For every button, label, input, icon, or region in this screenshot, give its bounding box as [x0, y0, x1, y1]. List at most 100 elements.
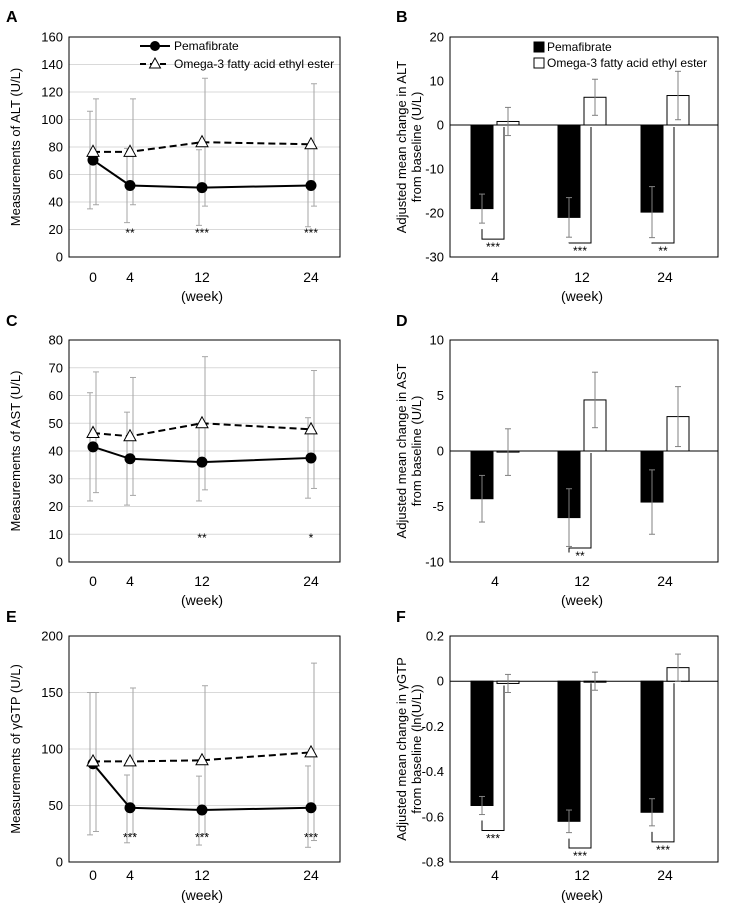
significance-marker: ** — [658, 244, 668, 258]
significance-marker: *** — [656, 843, 670, 857]
y-axis-title: Adjusted mean change in γGTPfrom baselin… — [394, 657, 424, 841]
plot-area-border — [68, 635, 341, 863]
y-tick-label: 80 — [49, 140, 63, 155]
panel-label: D — [396, 313, 408, 330]
series-line-pemafibrate — [92, 159, 312, 189]
data-point-omega3 — [304, 744, 318, 758]
x-axis-title: (week) — [561, 592, 603, 608]
x-tick-label: 24 — [303, 573, 319, 589]
y-tick-label: 0 — [437, 444, 444, 459]
x-tick-label: 24 — [657, 573, 673, 589]
y-tick-label: 0 — [437, 674, 444, 689]
legend-label-omega3: Omega-3 fatty acid ethyl ester — [547, 56, 707, 70]
x-tick-label: 4 — [491, 867, 499, 883]
data-point-pemafibrate — [196, 804, 208, 816]
y-tick-label: 100 — [41, 112, 63, 127]
y-tick-label: 0.2 — [426, 629, 444, 644]
legend-swatch-omega3 — [533, 57, 545, 69]
data-point-pemafibrate — [124, 802, 136, 814]
y-tick-label: 40 — [49, 195, 63, 210]
y-axis-title: Measurements of γGTP (U/L) — [8, 664, 23, 834]
y-tick-label: 10 — [49, 527, 63, 542]
y-tick-label: -30 — [425, 250, 444, 265]
y-tick-label: 40 — [49, 444, 63, 459]
significance-bracket — [568, 683, 592, 849]
x-tick-label: 0 — [89, 867, 97, 883]
y-tick-label: 160 — [41, 30, 63, 45]
y-axis-title-line: from baseline (ln(U/L)) — [409, 684, 424, 813]
y-tick-label: -20 — [425, 206, 444, 221]
significance-bracket — [568, 127, 592, 244]
series-line-pemafibrate — [92, 763, 312, 812]
y-tick-label: 70 — [49, 360, 63, 375]
data-point-omega3 — [304, 136, 318, 150]
plot-area-border — [68, 36, 341, 258]
y-tick-label: 5 — [437, 388, 444, 403]
significance-marker: *** — [195, 830, 209, 844]
significance-bracket — [651, 683, 675, 843]
y-tick-label: 30 — [49, 471, 63, 486]
y-tick-label: 50 — [49, 798, 63, 813]
significance-marker: *** — [486, 240, 500, 254]
bar-pemafibrate — [557, 680, 581, 822]
x-tick-label: 12 — [194, 867, 210, 883]
data-point-pemafibrate — [196, 182, 208, 194]
data-point-pemafibrate — [305, 180, 317, 191]
bar-pemafibrate — [640, 680, 664, 813]
plot-area-border — [68, 339, 341, 563]
y-tick-label: 0 — [56, 250, 63, 265]
y-tick-label: 50 — [49, 416, 63, 431]
data-point-omega3 — [195, 752, 209, 766]
x-axis-title: (week) — [561, 288, 603, 304]
x-axis-title: (week) — [181, 592, 223, 608]
data-point-omega3 — [195, 415, 209, 429]
y-tick-label: -10 — [425, 555, 444, 570]
y-axis-title-line: Adjusted mean change in AST — [394, 363, 409, 538]
legend-label-pemafibrate: Pemafibrate — [547, 40, 612, 54]
significance-bracket — [481, 127, 505, 240]
x-axis-title: (week) — [181, 288, 223, 304]
y-tick-label: 20 — [430, 30, 444, 45]
y-tick-label: 120 — [41, 85, 63, 100]
y-axis-title: Measurements of ALT (U/L) — [8, 68, 23, 226]
data-point-pemafibrate — [124, 453, 136, 465]
y-tick-label: -10 — [425, 162, 444, 177]
y-axis-title: Measurements of AST (U/L) — [8, 371, 23, 532]
data-point-omega3 — [123, 753, 137, 767]
plot-area-border — [449, 36, 719, 258]
legend-label-pemafibrate: Pemafibrate — [174, 39, 239, 53]
data-point-omega3 — [123, 144, 137, 157]
significance-marker: *** — [304, 226, 318, 240]
y-axis-title-line: from baseline (U/L) — [409, 92, 424, 203]
data-point-omega3 — [304, 421, 318, 435]
x-tick-label: 12 — [574, 867, 590, 883]
significance-bracket — [568, 453, 592, 553]
y-tick-label: 200 — [41, 629, 63, 644]
x-tick-label: 24 — [303, 867, 319, 883]
x-tick-label: 4 — [126, 573, 134, 589]
y-axis-title-line: from baseline (U/L) — [409, 396, 424, 507]
x-tick-label: 12 — [194, 269, 210, 285]
x-tick-label: 24 — [657, 867, 673, 883]
y-tick-label: 20 — [49, 222, 63, 237]
data-point-omega3 — [86, 425, 100, 438]
data-point-pemafibrate — [305, 802, 317, 814]
x-tick-label: 4 — [491, 269, 499, 285]
y-axis-title: Adjusted mean change in ALTfrom baseline… — [394, 61, 424, 234]
y-tick-label: 150 — [41, 685, 63, 700]
x-tick-label: 12 — [194, 573, 210, 589]
significance-marker: ** — [197, 531, 207, 545]
x-tick-label: 4 — [491, 573, 499, 589]
data-point-pemafibrate — [87, 154, 99, 166]
x-axis-title: (week) — [181, 887, 223, 903]
significance-marker: * — [309, 531, 314, 545]
data-point-pemafibrate — [305, 452, 317, 464]
panel-label: B — [396, 9, 408, 26]
y-tick-label: -0.6 — [422, 809, 444, 824]
y-tick-label: 60 — [49, 388, 63, 403]
significance-marker: *** — [123, 830, 137, 844]
x-axis-title: (week) — [561, 887, 603, 903]
y-tick-label: 0 — [56, 855, 63, 870]
